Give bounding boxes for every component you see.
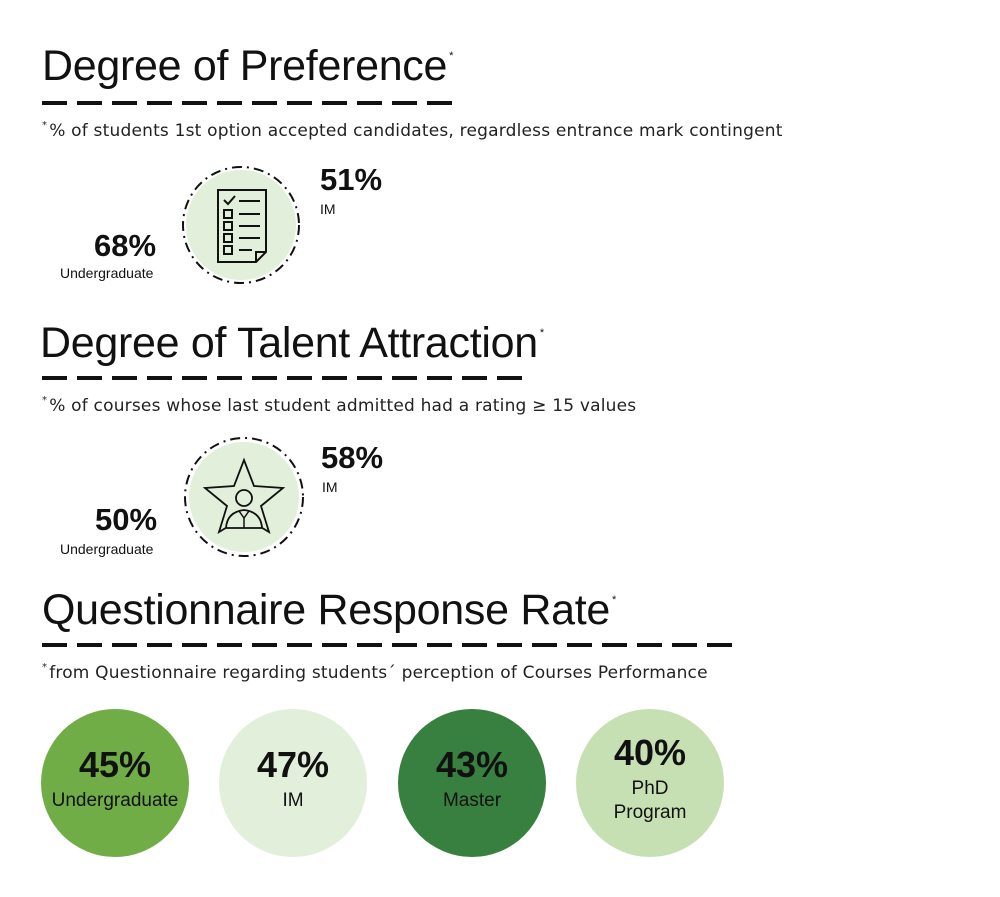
rate-circle-phd-program: 40% PhD Program	[576, 709, 724, 857]
star-person-icon	[184, 437, 304, 557]
talent-footnote: *% of courses whose last student admitte…	[42, 395, 637, 416]
rate-circle-undergraduate: 45% Undergraduate	[41, 709, 189, 857]
talent-im-value: 58%	[321, 440, 384, 475]
rate-label: Master	[442, 790, 502, 812]
questionnaire-footnote: * from Questionnaire regarding students´ …	[42, 662, 708, 683]
rate-value: 47%	[256, 744, 330, 786]
preference-im-value: 51%	[320, 162, 383, 197]
questionnaire-title-asterisk: *	[611, 594, 616, 606]
talent-undergraduate-value: 50%	[95, 502, 158, 537]
talent-undergraduate-label: Undergraduate	[60, 541, 154, 557]
rate-value: 40%	[613, 732, 687, 774]
preference-undergraduate-label: Undergraduate	[60, 265, 154, 281]
talent-dash-divider	[42, 376, 522, 380]
preference-undergraduate-value: 68%	[94, 228, 157, 263]
rate-value: 43%	[435, 744, 509, 786]
preference-footnote: *% of students 1st option accepted candi…	[42, 120, 783, 141]
preference-im-label: IM	[320, 201, 336, 217]
rate-circle-im: 47% IM	[219, 709, 367, 857]
preference-title-asterisk: *	[449, 50, 454, 62]
preference-dash-divider	[42, 101, 452, 105]
talent-title-asterisk: *	[539, 327, 544, 339]
rate-label: IM	[282, 790, 304, 812]
preference-title: Degree of Preference *	[42, 42, 454, 90]
rate-value: 45%	[78, 744, 152, 786]
questionnaire-title: Questionnaire Response Rate *	[42, 586, 616, 634]
checklist-document-icon	[182, 166, 300, 284]
rate-circle-master: 43% Master	[398, 709, 546, 857]
questionnaire-dash-divider	[42, 643, 732, 647]
rate-label: Undergraduate	[51, 790, 179, 812]
rate-label: PhD Program	[613, 778, 687, 823]
talent-im-label: IM	[322, 479, 338, 495]
talent-title: Degree of Talent Attraction *	[40, 319, 544, 367]
